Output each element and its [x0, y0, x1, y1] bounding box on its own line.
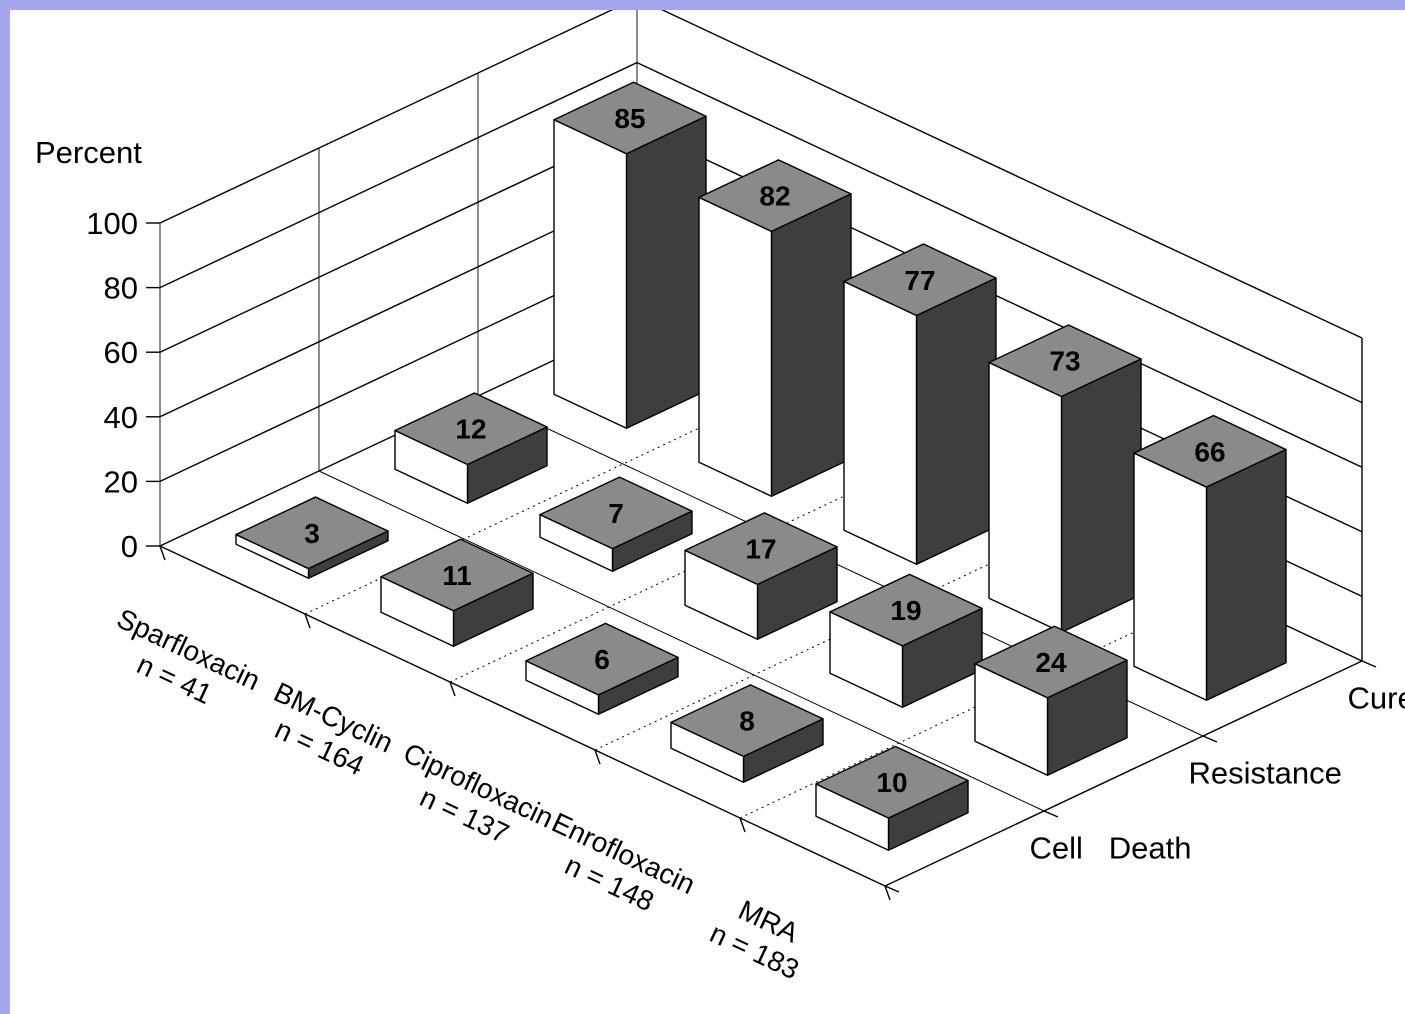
bar-top-face: [553, 81, 707, 155]
bar-side-face: [770, 193, 852, 497]
floor-series-divider: [318, 470, 1045, 812]
bar-value-label: 77: [904, 265, 935, 296]
bar: 77: [843, 243, 997, 565]
bar-value-label: 8: [739, 706, 755, 737]
bar-front-face: [698, 196, 773, 497]
bar-front-face: [843, 280, 918, 565]
bar-value-label: 17: [745, 534, 776, 565]
bar-top-face: [698, 159, 852, 233]
bar-value-label: 85: [614, 103, 645, 134]
bar: 19: [829, 573, 983, 708]
bars: 85 82 77 73 66 12 7 17 19 24 3 11 6 8 10: [235, 81, 1287, 851]
bar: 66: [1133, 414, 1287, 701]
bar: 12: [394, 392, 548, 504]
bar-front-face: [553, 118, 628, 429]
y-tick-label: 40: [104, 400, 138, 435]
bar-top-face: [394, 392, 548, 466]
bar: 73: [988, 324, 1142, 633]
y-tick-label: 100: [86, 206, 138, 241]
bar-value-label: 19: [890, 595, 921, 626]
y-axis-title: Percent: [35, 135, 142, 170]
bar-value-label: 7: [608, 498, 624, 529]
series-tick: [1202, 735, 1218, 743]
bar-side-face: [1205, 448, 1287, 701]
y-tick-label: 60: [104, 335, 138, 370]
y-tick-label: 0: [121, 529, 138, 564]
series-tick: [1361, 660, 1377, 668]
category-tick: [159, 545, 166, 561]
series-label: Cured: [1348, 681, 1405, 716]
bar-top-face: [684, 512, 838, 586]
bar-value-label: 11: [442, 560, 472, 591]
chart-frame: 85 82 77 73 66 12 7 17 19 24 3 11 6 8 10 0 20 40 60 80 100 P…: [10, 10, 1405, 1014]
bar-value-label: 6: [594, 644, 610, 675]
bar-top-face: [829, 573, 983, 647]
bar: 17: [684, 512, 838, 640]
category-tick: [739, 817, 746, 833]
series-label: Resistance: [1189, 756, 1342, 791]
bar-front-face: [988, 361, 1063, 633]
category-tick: [594, 749, 601, 765]
bar: 11: [380, 538, 534, 647]
bar-value-label: 10: [876, 767, 907, 798]
series-tick: [884, 885, 900, 893]
bar-chart-3d: 85 82 77 73 66 12 7 17 19 24 3 11 6 8 10 0 20 40 60 80 100 P…: [35, 10, 1405, 985]
bar-value-label: 3: [304, 518, 320, 549]
bar: 6: [525, 622, 679, 715]
bar-value-label: 82: [759, 181, 790, 212]
side-wall-gridline: [636, 61, 1363, 404]
category-tick: [304, 613, 311, 629]
bar-top-face: [974, 625, 1128, 699]
bar: 82: [698, 159, 852, 497]
bar: 10: [815, 745, 969, 851]
floor-front-edge: [159, 545, 886, 887]
bar-top-face: [843, 243, 997, 317]
bar: 85: [553, 81, 707, 429]
bar-top-face: [539, 476, 693, 550]
bar-top-face: [1133, 414, 1287, 488]
bar-top-face: [380, 538, 534, 612]
back-wall-gridline: [159, 10, 614, 224]
category-tick: [449, 681, 456, 697]
y-tick-label: 80: [104, 271, 138, 306]
bar-top-face: [525, 622, 679, 696]
bar: 3: [235, 496, 389, 579]
bar-side-face: [1060, 358, 1142, 633]
bar: 8: [670, 684, 824, 783]
bar-top-face: [670, 684, 824, 758]
bar-value-label: 24: [1035, 647, 1067, 678]
bar-top-face: [815, 745, 969, 819]
back-wall-gridline: [159, 61, 638, 289]
side-wall-gridline: [660, 10, 1363, 339]
bar-front-face: [1133, 452, 1208, 701]
series-label: Cell Death: [1030, 831, 1192, 866]
bar: 24: [974, 625, 1128, 776]
bar-top-face: [235, 496, 389, 570]
floor-right-edge: [884, 660, 1363, 887]
bar: 7: [539, 476, 693, 572]
series-tick: [1043, 810, 1059, 818]
bar-side-face: [915, 277, 997, 565]
bar-side-face: [625, 115, 707, 429]
bar-top-face: [988, 324, 1142, 398]
y-tick-label: 20: [104, 464, 138, 499]
bar-value-label: 73: [1049, 346, 1080, 377]
bar-value-label: 12: [455, 414, 486, 445]
bar-value-label: 66: [1194, 436, 1225, 467]
category-tick: [884, 885, 891, 901]
